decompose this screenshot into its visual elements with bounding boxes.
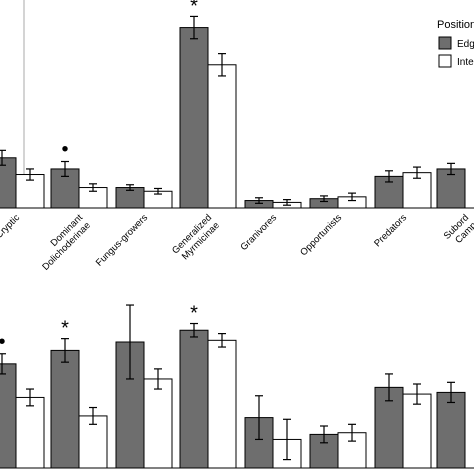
tick-label-dominant-dolichoderinae: DominantDolichoderinae: [33, 212, 94, 273]
tick-label-granivores: Granivores: [238, 212, 279, 253]
legend-swatch-edge: [438, 36, 452, 50]
bar-edg-subordinate-camponotini: [436, 391, 466, 469]
bar-edg-dominant-dolichoderinae: [50, 349, 80, 469]
bar-edg-subordinate-camponotini: [436, 168, 466, 209]
bar-edg-generalized-myrmicinae: [179, 27, 209, 209]
significance-mark-generalized-myrmicinae: *: [190, 0, 198, 17]
bar-edg-cryptic: [0, 363, 17, 469]
significance-mark-dominant-dolichoderinae: *: [61, 318, 69, 340]
significance-mark-dominant-dolichoderinae: •: [61, 139, 68, 161]
legend-label-interior: Inte: [457, 57, 474, 68]
bar-inte-generalized-myrmicinae: [207, 339, 237, 469]
tick-label-generalized-myrmicinae: GeneralizedMyrmicinae: [170, 212, 222, 264]
tick-label-opportunists: Opportunists: [298, 212, 344, 258]
tick-label-fungus-growers: Fungus-growers: [94, 212, 150, 268]
tick-label-subordinate-camponotini: SubordCamp: [442, 212, 474, 249]
bottom-panel: • * *: [0, 303, 474, 469]
bar-inte-fungus-growers: [143, 378, 173, 469]
legend-label-edge: Edg: [457, 39, 474, 50]
legend-swatch-interior: [438, 54, 452, 68]
tick-label-predators: Predators: [372, 212, 409, 249]
bar-inte-predators: [402, 393, 432, 469]
legend-title: Position: [437, 19, 474, 31]
top-panel: Cryptic • DominantDolichoderinae Fungus-gro…: [0, 0, 474, 273]
significance-mark-cryptic: •: [0, 331, 6, 353]
tick-label-cryptic: Cryptic: [0, 212, 22, 241]
bar-inte-cryptic: [15, 396, 45, 469]
bar-inte-generalized-myrmicinae: [207, 64, 237, 209]
bar-edg-generalized-myrmicinae: [179, 329, 209, 469]
significance-mark-generalized-myrmicinae: *: [190, 303, 198, 325]
legend: Position Edg Inte: [437, 19, 474, 68]
